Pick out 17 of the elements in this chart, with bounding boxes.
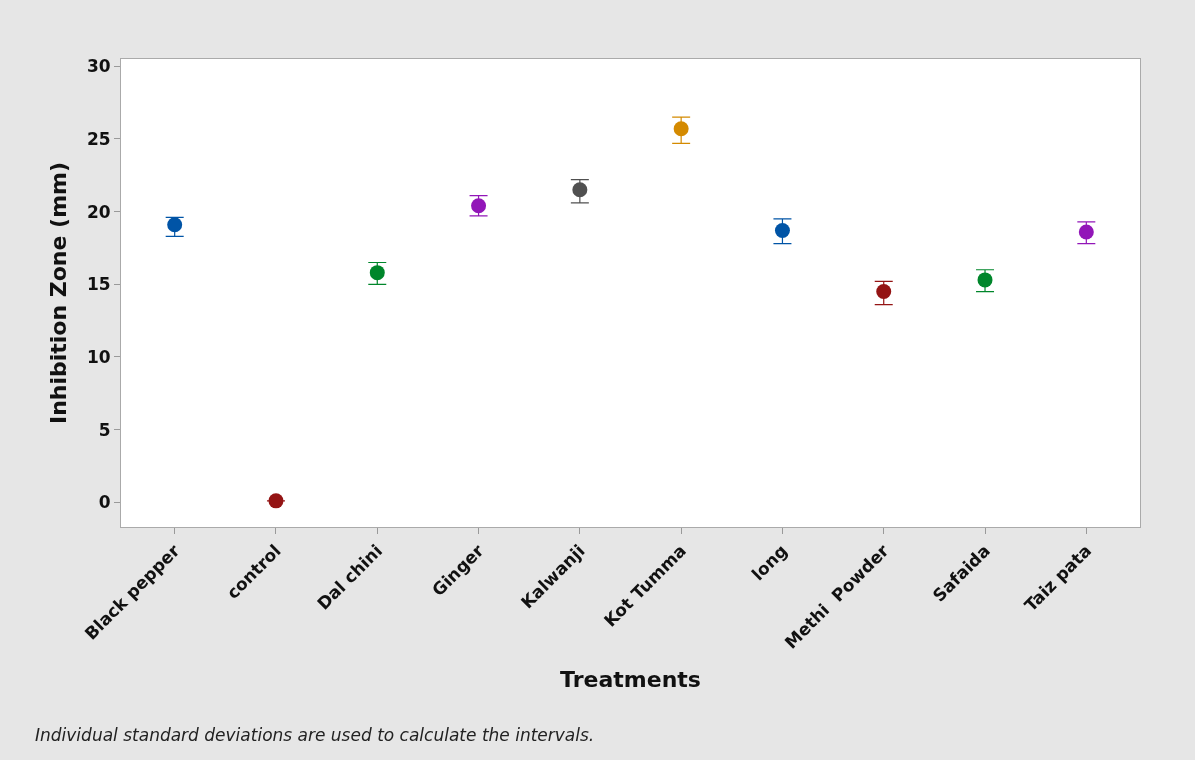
y-tick-label: 10	[86, 346, 111, 367]
point	[268, 493, 284, 509]
point	[774, 223, 790, 238]
y-axis-title: Inhibition Zone (mm)	[45, 161, 71, 425]
point	[1078, 224, 1094, 240]
point	[876, 284, 892, 300]
point	[977, 272, 993, 288]
y-tick-label: 15	[86, 274, 111, 295]
text: Individual standard deviations are used to calculate the intervals.	[35, 725, 595, 745]
point	[673, 121, 689, 137]
x-axis-title: Treatments	[560, 667, 701, 693]
y-tick-label: 30	[86, 56, 111, 77]
y-tick-label: 5	[98, 419, 111, 440]
y-tick-label: 25	[86, 128, 111, 149]
y-tick-label: 0	[98, 492, 111, 513]
point	[572, 182, 588, 198]
y-tick-label: 20	[86, 201, 111, 222]
